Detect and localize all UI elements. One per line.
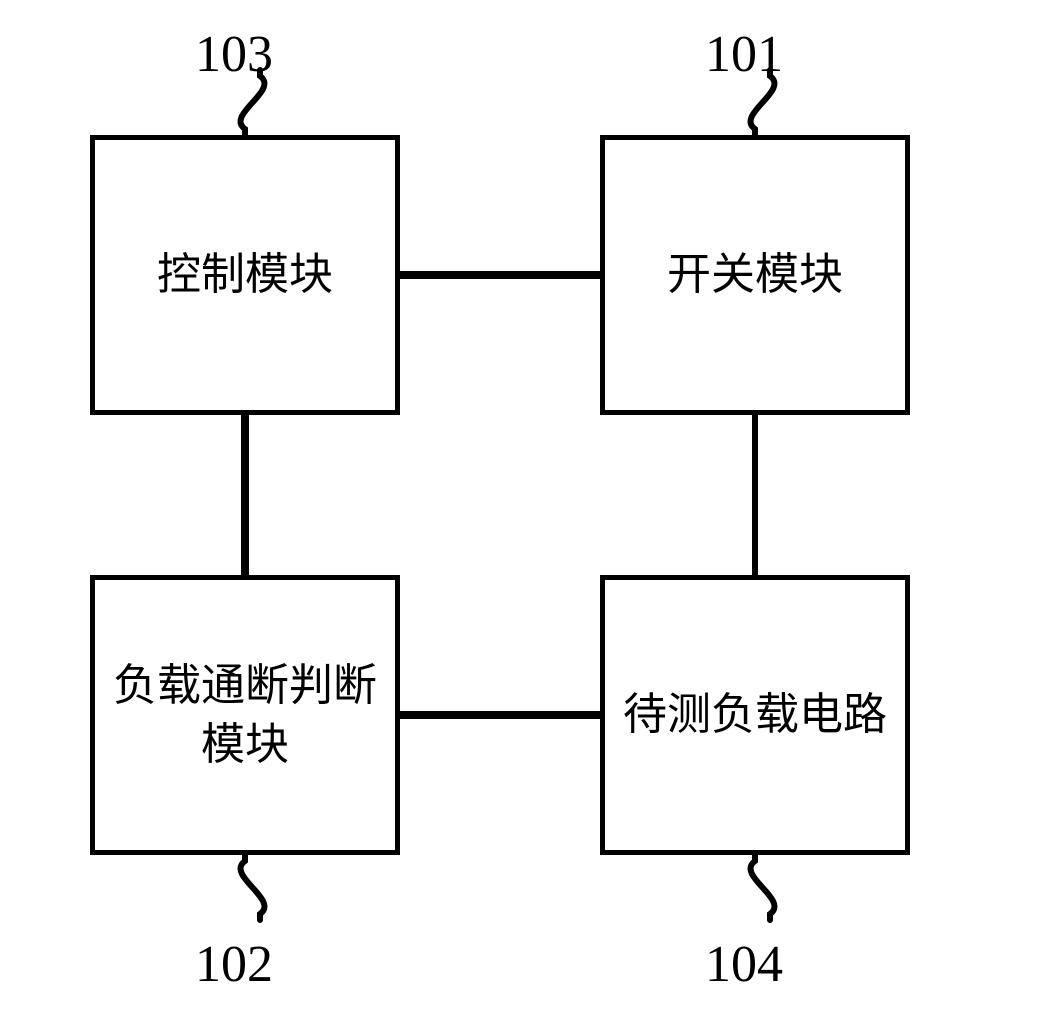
block-diagram: 控制模块 开关模块 负载通断判断模块 待测负载电路 103 101 102 10… (0, 0, 1040, 1018)
connector-paths (0, 0, 1040, 1018)
